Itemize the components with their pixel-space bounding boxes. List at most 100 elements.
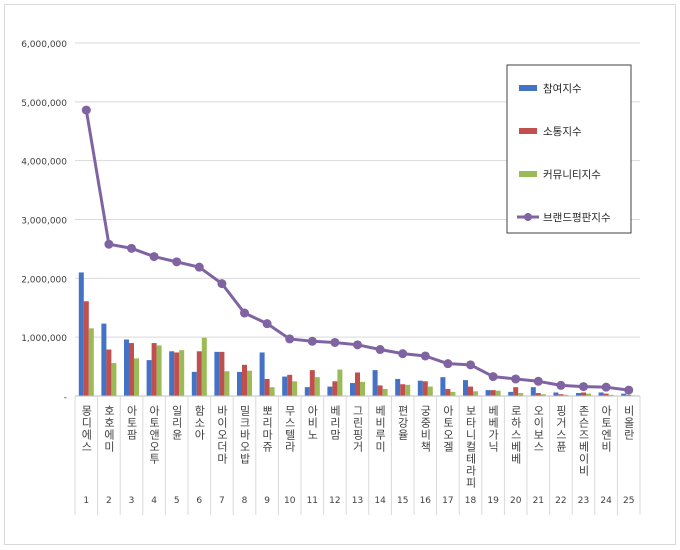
bar-참여지수 — [237, 371, 242, 396]
x-category-label: 아토오겔 — [441, 405, 454, 453]
line-point — [81, 105, 91, 115]
y-tick-label: 1,000,000 — [21, 334, 67, 344]
x-rank-label: 11 — [307, 496, 318, 506]
bar-소통지수 — [490, 390, 496, 396]
bar-커뮤니티지수 — [111, 363, 117, 396]
bar-커뮤니티지수 — [540, 394, 546, 396]
x-category-label: 로하스베베 — [509, 405, 522, 465]
bar-커뮤니티지수 — [586, 393, 591, 396]
y-axis-tick-labels: - 1,000,000 2,000,000 3,000,000 4,000,000 5,0… — [21, 40, 67, 403]
x-rank-label: 20 — [510, 496, 522, 506]
y-tick-label: 6,000,000 — [21, 40, 67, 50]
line-point — [398, 349, 408, 359]
x-rank-label: 10 — [284, 496, 296, 506]
bar-참여지수 — [191, 371, 197, 396]
bar-커뮤니티지수 — [337, 369, 343, 396]
grid — [75, 42, 640, 338]
bar-소통지수 — [626, 394, 632, 396]
bar-소통지수 — [535, 393, 541, 396]
line-point — [601, 382, 611, 392]
x-category-label: 오이보스 — [532, 405, 545, 453]
bar-소통지수 — [332, 381, 338, 396]
bar-참여지수 — [553, 392, 559, 396]
bar-커뮤니티지수 — [201, 337, 207, 396]
bar-소통지수 — [513, 387, 519, 396]
bar-참여지수 — [463, 380, 468, 396]
bar-참여지수 — [350, 383, 355, 396]
legend-swatch — [519, 171, 537, 177]
chart-frame: - 1,000,000 2,000,000 3,000,000 4,000,000 5,0… — [4, 4, 676, 545]
bar-소통지수 — [422, 381, 428, 396]
x-rank-label: 15 — [397, 496, 408, 506]
bar-커뮤니티지수 — [224, 371, 230, 396]
legend-label: 참여지수 — [543, 83, 582, 95]
x-category-label: 베비루미 — [374, 405, 387, 453]
legend-swatch — [519, 85, 537, 91]
bar-소통지수 — [400, 384, 406, 396]
x-category-label: 보타니컬테라피 — [464, 405, 477, 489]
legend-swatch — [519, 128, 537, 134]
line-point — [104, 239, 114, 249]
bar-소통지수 — [581, 392, 586, 396]
x-rank-label: 3 — [129, 496, 135, 506]
bar-소통지수 — [129, 343, 134, 396]
bar-소통지수 — [603, 393, 609, 396]
line-point — [307, 336, 317, 346]
bar-커뮤니티지수 — [608, 394, 614, 396]
x-category-label: 아비노 — [306, 405, 319, 441]
line-point — [353, 340, 362, 350]
x-rank-label: 21 — [533, 496, 544, 506]
line-point — [579, 382, 588, 392]
bar-참여지수 — [101, 323, 107, 396]
x-category-label: 편강율 — [396, 405, 409, 441]
bar-커뮤니티지수 — [360, 381, 365, 396]
line-point — [285, 334, 295, 344]
bar-참여지수 — [485, 390, 491, 396]
x-rank-label: 14 — [374, 496, 386, 506]
line-point — [330, 337, 340, 347]
x-axis: 몽디에스 1 호호에미 2 아토팜 3 아토앤오투 4 일리윤 5 함소아 6 바이오더마 7 밀크바오밥 8… — [74, 395, 641, 515]
x-rank-label: 19 — [487, 496, 499, 506]
bar-참여지수 — [508, 391, 514, 396]
bar-소통지수 — [287, 374, 293, 396]
bar-참여지수 — [282, 376, 288, 396]
line-point — [624, 385, 634, 395]
x-rank-label: 12 — [329, 496, 340, 506]
line-series — [81, 105, 634, 395]
bar-커뮤니티지수 — [269, 387, 275, 396]
bar-참여지수 — [146, 360, 152, 396]
x-category-label: 몽디에스 — [80, 405, 93, 453]
bars — [78, 272, 637, 396]
line-point — [127, 243, 136, 253]
x-rank-label: 23 — [578, 496, 589, 506]
bar-소통지수 — [264, 378, 270, 396]
legend-swatch-marker — [524, 213, 532, 221]
bar-참여지수 — [395, 378, 401, 396]
x-rank-label: 8 — [242, 496, 248, 506]
bar-참여지수 — [78, 272, 84, 396]
x-rank-label: 9 — [264, 496, 270, 506]
x-rank-label: 7 — [219, 496, 225, 506]
line-point — [533, 376, 543, 386]
y-tick-label: 5,000,000 — [21, 99, 67, 109]
bar-소통지수 — [309, 370, 315, 396]
legend-label: 커뮤니티지수 — [543, 169, 601, 181]
bar-커뮤니티지수 — [382, 388, 388, 396]
x-category-label: 호호에미 — [102, 405, 115, 453]
bar-참여지수 — [259, 352, 265, 396]
bar-커뮤니티지수 — [450, 391, 456, 396]
x-category-label: 궁중비책 — [419, 405, 432, 453]
bar-커뮤니티지수 — [495, 390, 501, 396]
line-point — [194, 262, 204, 272]
bar-참여지수 — [327, 386, 333, 396]
line-point — [488, 372, 498, 382]
bar-참여지수 — [598, 392, 604, 396]
bar-커뮤니티지수 — [314, 377, 320, 396]
x-rank-label: 1 — [83, 496, 89, 506]
line-point — [420, 351, 430, 361]
legend-label: 브랜드평판지수 — [543, 212, 611, 224]
bar-소통지수 — [151, 343, 157, 396]
x-category-label: 뽀리마쥬 — [261, 405, 274, 453]
x-category-label: 비올란 — [622, 405, 635, 441]
